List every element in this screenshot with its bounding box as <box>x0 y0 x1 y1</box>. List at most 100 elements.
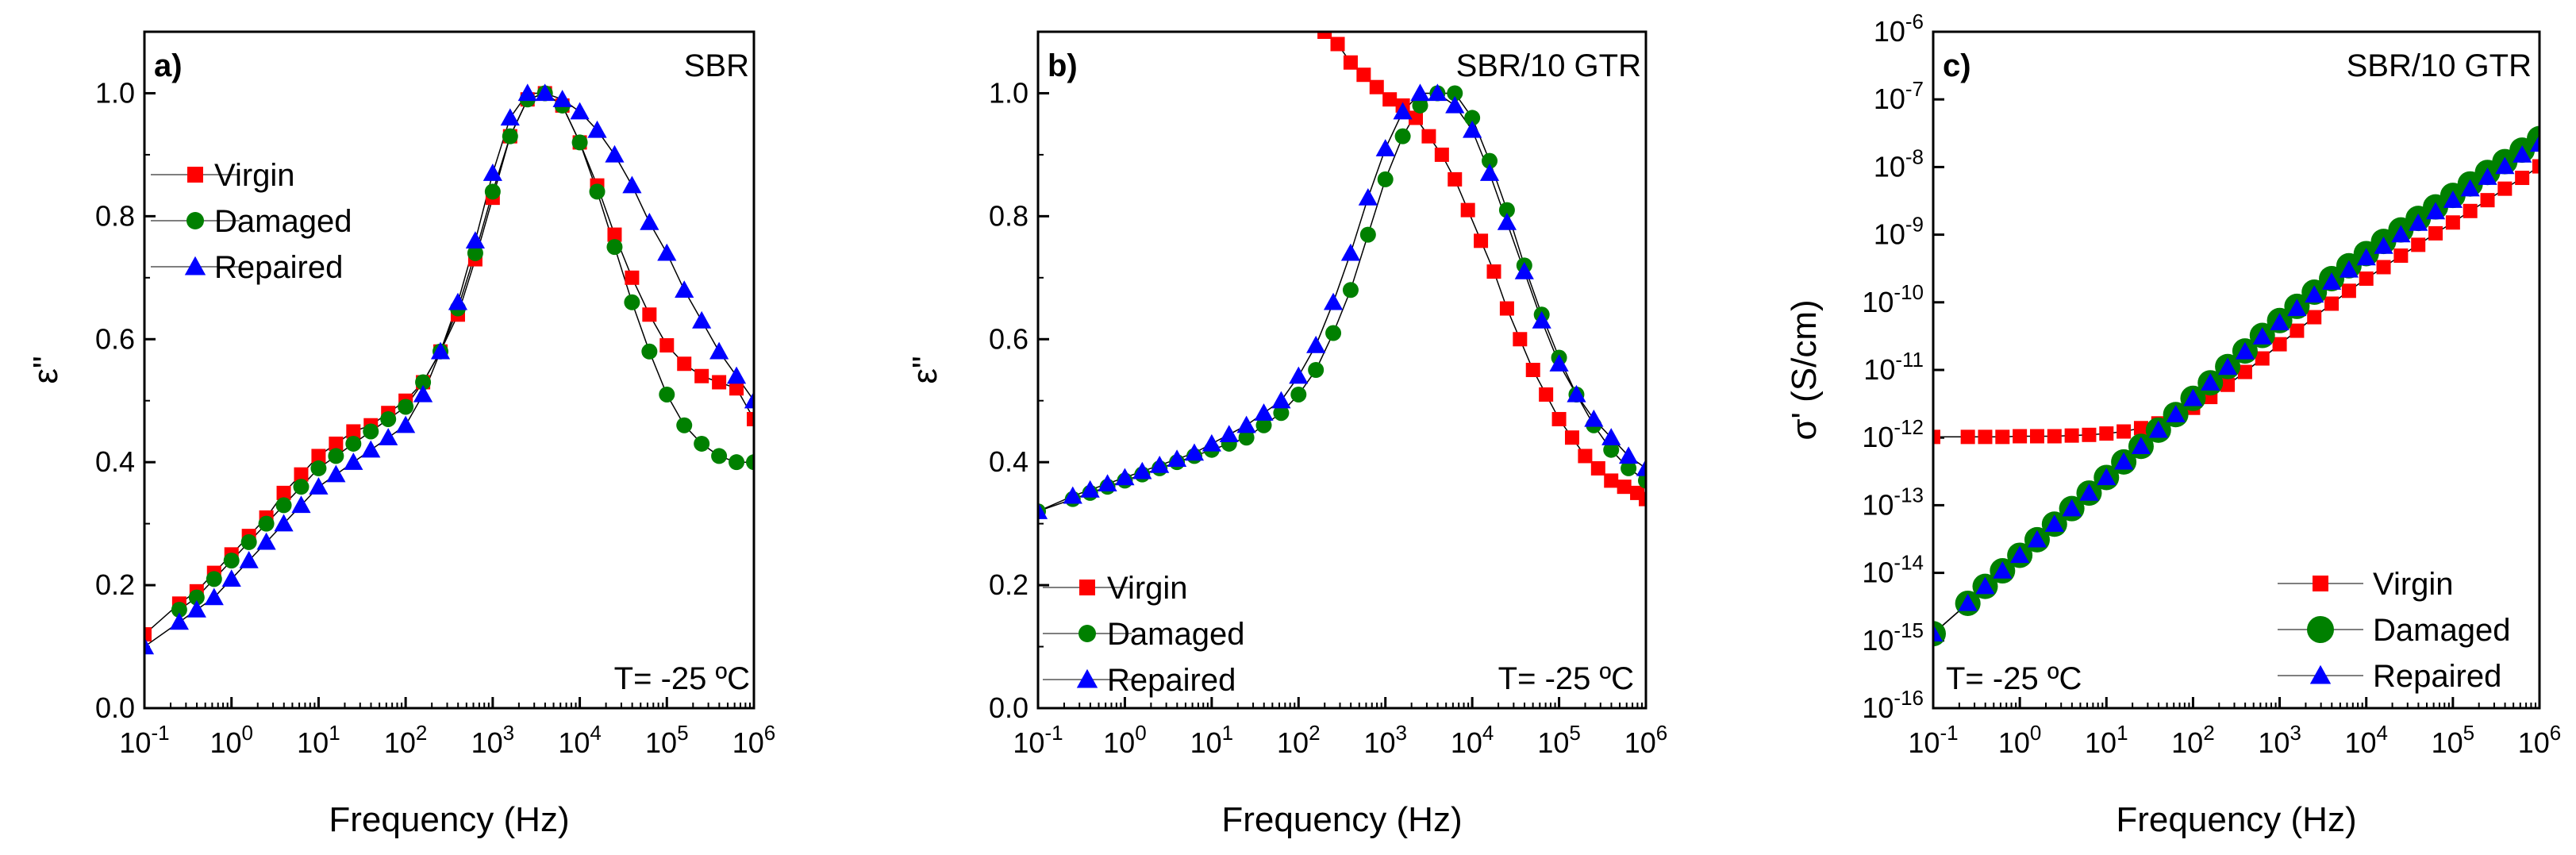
data-point-virgin <box>1434 147 1449 162</box>
data-point-repaired <box>1184 443 1205 461</box>
y-tick-label: 0.2 <box>95 568 135 601</box>
data-point-repaired <box>2062 499 2082 517</box>
x-tick-label-base: 10 <box>1537 726 1569 759</box>
data-point-virgin <box>2290 323 2305 338</box>
legend-item-repaired: Repaired <box>151 250 343 285</box>
data-point-virgin <box>1933 429 1940 445</box>
legend-marker <box>186 212 204 229</box>
x-tick-label-base: 10 <box>732 726 764 759</box>
data-point-damaged <box>293 479 310 495</box>
data-point-repaired <box>1549 354 1569 372</box>
data-point-repaired <box>1619 446 1639 464</box>
y-tick-label: 10-15 <box>1862 618 1924 657</box>
data-point-damaged <box>1290 386 1307 402</box>
y-tick-label-base: 10 <box>1862 624 1894 657</box>
data-point-damaged <box>188 589 205 606</box>
data-point-virgin <box>1551 411 1567 426</box>
data-point-damaged <box>1621 460 1637 476</box>
data-point-damaged <box>1498 202 1515 218</box>
data-point-repaired <box>239 551 259 568</box>
data-point-repaired <box>2166 405 2186 422</box>
legend-marker <box>184 256 206 275</box>
data-point-virgin <box>2117 424 2132 439</box>
data-point-repaired <box>1306 335 1326 353</box>
y-axis-label: σ' (S/cm) <box>1785 299 1824 440</box>
x-tick-label-exponent: -1 <box>1044 721 1063 745</box>
y-tick-label-base: 10 <box>1874 15 1905 48</box>
data-point-virgin <box>2376 260 2391 275</box>
x-tick-label: 102 <box>1277 721 1321 759</box>
data-point-repaired <box>535 83 555 102</box>
x-tick-label-exponent: 2 <box>2203 721 2214 745</box>
data-point-repaired <box>291 495 311 514</box>
data-point-repaired <box>2460 179 2480 197</box>
y-tick-label-base: 10 <box>1874 83 1905 115</box>
data-point-repaired <box>2478 168 2497 185</box>
data-point-repaired <box>379 428 398 445</box>
data-point-virgin <box>1639 491 1646 506</box>
legend: Virgin Damaged Repaired <box>151 158 352 285</box>
data-point-virgin <box>694 368 709 383</box>
x-tick-label-base: 10 <box>1451 726 1482 759</box>
data-point-virgin <box>1513 332 1528 347</box>
data-point-virgin <box>1978 429 1993 445</box>
y-tick-label: 10-11 <box>1863 348 1924 386</box>
data-point-virgin <box>2463 203 2478 218</box>
data-point-virgin <box>2082 427 2097 442</box>
data-point-repaired <box>1636 458 1646 476</box>
data-point-virgin <box>1330 37 1345 52</box>
data-point-repaired <box>413 384 433 402</box>
data-point-repaired <box>2252 327 2272 345</box>
y-tick-label-exponent: -8 <box>1905 144 1924 168</box>
x-tick-label-base: 10 <box>210 726 241 759</box>
x-tick-label-exponent: 4 <box>590 721 601 745</box>
data-point-damaged <box>1273 405 1290 422</box>
x-tick-label: 100 <box>1998 721 2042 759</box>
x-tick-label: 104 <box>558 721 602 759</box>
plot-frame <box>143 30 755 710</box>
data-point-damaged <box>571 134 588 151</box>
y-tick-label: 10-10 <box>1862 280 1924 318</box>
y-tick-label: 0.4 <box>95 445 135 478</box>
y-tick-label-base: 10 <box>1862 488 1894 521</box>
data-point-repaired <box>1063 486 1082 504</box>
data-point-virgin <box>2047 429 2062 444</box>
data-point-repaired <box>186 599 206 618</box>
x-tick-label-base: 10 <box>2085 726 2117 759</box>
data-point-damaged <box>206 571 222 587</box>
data-point-repaired <box>2443 191 2463 208</box>
data-point-damaged <box>1325 325 1342 341</box>
data-point-damaged <box>711 448 728 464</box>
y-tick-label: 0.0 <box>95 691 135 724</box>
x-tick-label: 102 <box>384 721 428 759</box>
sample-label: SBR/10 GTR <box>2347 48 2532 83</box>
data-point-virgin <box>625 270 640 285</box>
y-tick-label: 10-16 <box>1862 686 1924 724</box>
legend-label: Virgin <box>1107 571 1188 606</box>
data-point-virgin <box>311 449 326 464</box>
data-point-damaged <box>1638 472 1646 489</box>
legend-label: Repaired <box>1107 663 1236 698</box>
x-tick-label-base: 10 <box>1363 726 1395 759</box>
x-tick-label: 101 <box>2085 721 2128 759</box>
data-point-repaired <box>1993 560 2013 579</box>
data-point-damaged <box>467 245 483 261</box>
legend-item-virgin: Virgin <box>1043 571 1188 606</box>
x-tick-label-base: 10 <box>1998 726 2030 759</box>
data-point-damaged <box>1394 128 1411 144</box>
sample-label: SBR <box>684 48 749 83</box>
temperature-annotation: T= -25 ºC <box>614 661 750 696</box>
data-point-repaired <box>1584 409 1604 427</box>
data-point-repaired <box>1601 428 1621 445</box>
data-point-virgin <box>1617 479 1632 495</box>
legend-label: Damaged <box>214 204 352 239</box>
data-point-repaired <box>1567 384 1586 402</box>
data-point-virgin <box>1960 429 1975 445</box>
data-point-virgin <box>2099 426 2114 441</box>
data-point-repaired <box>1098 474 1117 491</box>
data-point-damaged <box>415 374 432 391</box>
x-tick-label-exponent: 3 <box>2290 721 2301 745</box>
x-tick-label-exponent: 1 <box>2117 721 2128 745</box>
data-point-virgin <box>294 467 309 482</box>
y-tick-label: 10-6 <box>1874 10 1924 48</box>
